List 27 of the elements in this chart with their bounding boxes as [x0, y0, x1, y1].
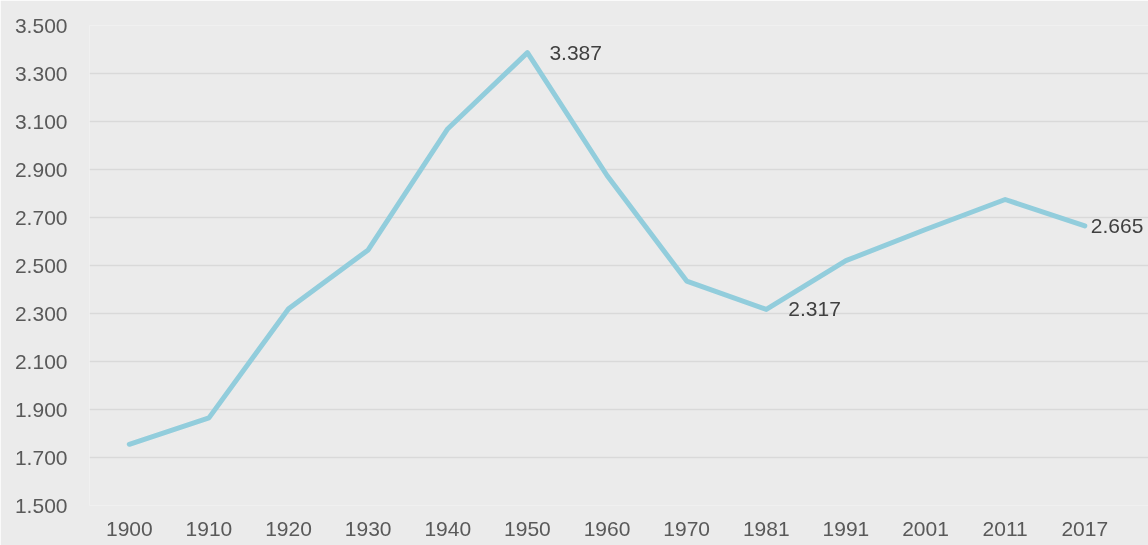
x-tick-label: 2001 — [902, 516, 949, 540]
y-tick-label: 1.900 — [14, 397, 68, 421]
y-tick-label: 2.900 — [14, 157, 68, 181]
y-tick-label: 3.500 — [14, 13, 68, 37]
y-tick-label: 3.300 — [14, 61, 68, 85]
y-tick-label: 2.700 — [14, 205, 68, 229]
y-tick-label: 1.500 — [14, 493, 68, 517]
x-tick-label: 1930 — [344, 516, 392, 540]
x-tick-label: 1970 — [663, 516, 711, 540]
x-tick-label: 1960 — [583, 516, 631, 540]
x-tick-label: 1950 — [504, 516, 551, 540]
y-tick-label: 2.300 — [14, 301, 68, 325]
y-tick-label: 3.100 — [14, 109, 68, 133]
x-tick-label: 1991 — [822, 516, 870, 540]
y-tick-label: 1.700 — [14, 445, 68, 469]
data-label: 2.317 — [788, 297, 841, 321]
x-tick-label: 2017 — [1061, 516, 1109, 540]
data-label: 2.665 — [1090, 213, 1144, 237]
x-tick-label: 1900 — [105, 516, 153, 540]
x-tick-label: 1910 — [185, 516, 233, 540]
x-tick-label: 2011 — [982, 516, 1028, 540]
data-label: 3.387 — [549, 40, 602, 64]
x-tick-label: 1920 — [265, 516, 312, 540]
x-tick-label: 1940 — [424, 516, 472, 540]
x-tick-label: 1981 — [742, 516, 790, 540]
y-tick-label: 2.100 — [14, 349, 68, 373]
y-tick-label: 2.500 — [14, 253, 68, 277]
